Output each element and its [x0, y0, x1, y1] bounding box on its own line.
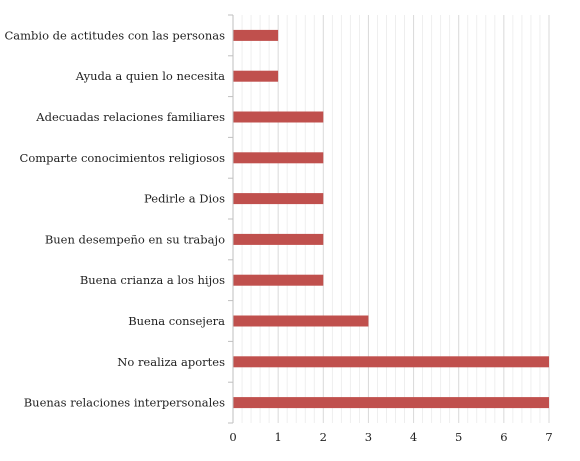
bar	[233, 193, 324, 205]
x-tick-label: 3	[365, 430, 372, 444]
bar	[233, 70, 279, 82]
x-tick-labels: 0 1 2 3 4 5 6 7	[229, 430, 552, 444]
bar	[233, 397, 549, 409]
axes	[228, 14, 234, 424]
category-label: Buen desempeño en su trabajo	[45, 232, 225, 246]
category-label: No realiza aportes	[117, 355, 225, 369]
bar	[233, 356, 549, 368]
x-tick-label: 2	[320, 430, 327, 444]
category-label: Pedirle a Dios	[144, 192, 225, 206]
category-label: Comparte conocimientos religiosos	[20, 151, 226, 165]
x-tick-label: 4	[410, 430, 417, 444]
category-label: Ayuda a quien lo necesita	[75, 69, 225, 83]
category-label: Buena crianza a los hijos	[80, 273, 225, 287]
category-label: Cambio de actitudes con las personas	[4, 28, 225, 42]
category-label: Adecuadas relaciones familiares	[35, 110, 225, 124]
x-tick-label: 5	[455, 430, 462, 444]
x-tick-label: 7	[545, 430, 552, 444]
x-tick-label: 1	[274, 430, 281, 444]
category-label: Buenas relaciones interpersonales	[24, 396, 225, 410]
bar	[233, 274, 324, 286]
bar	[233, 152, 324, 164]
bar	[233, 111, 324, 123]
bar	[233, 315, 369, 327]
bar	[233, 29, 279, 41]
category-labels: Cambio de actitudes con las personas Ayud…	[4, 28, 225, 409]
category-label: Buena consejera	[128, 314, 225, 328]
x-tick-label: 6	[500, 430, 507, 444]
x-tick-label: 0	[229, 430, 236, 444]
bars	[233, 29, 549, 409]
bar	[233, 233, 324, 245]
gridlines	[241, 15, 550, 423]
